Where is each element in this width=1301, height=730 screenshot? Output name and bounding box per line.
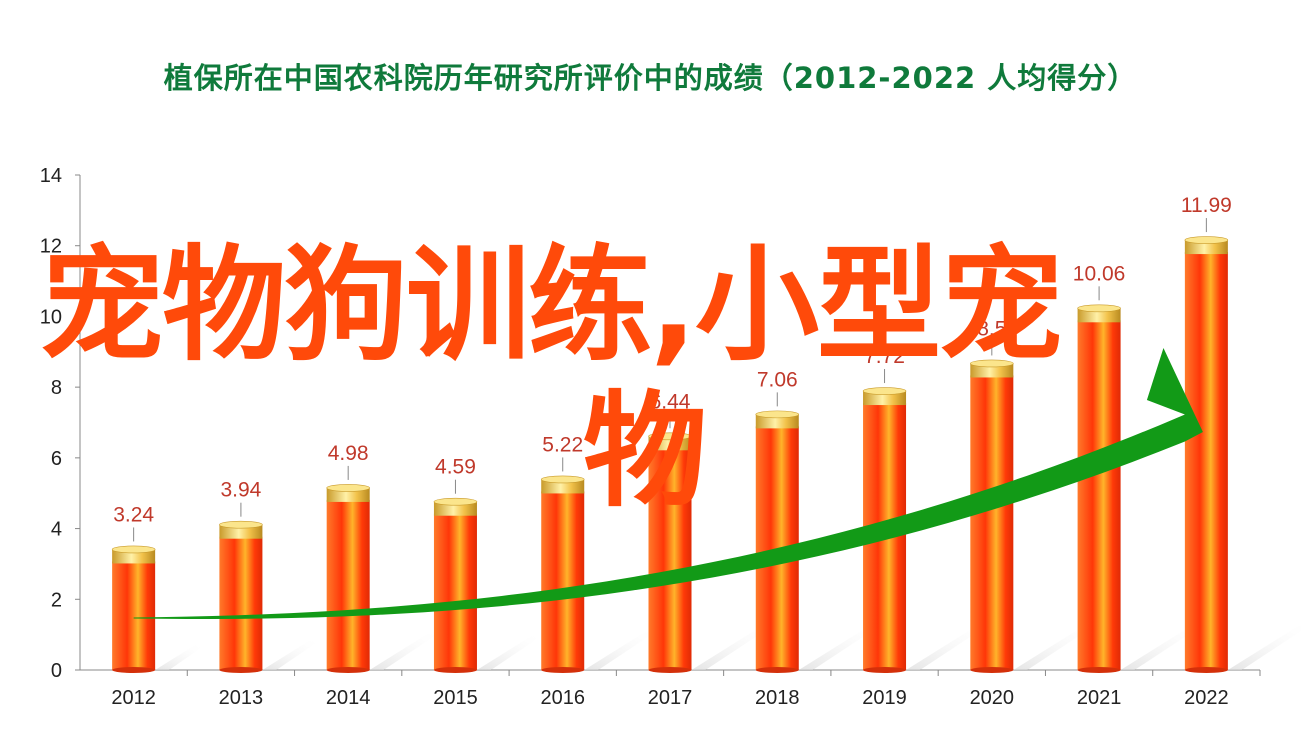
- bar-cap-top: [1184, 236, 1229, 244]
- bar-cap-top: [433, 497, 478, 506]
- overlay-text-line-2: 物: [583, 380, 708, 524]
- x-tick-label: 2012: [111, 687, 156, 709]
- bar-cap-top: [970, 359, 1014, 368]
- bar-2020: [970, 375, 1014, 670]
- x-tick-label: 2020: [970, 687, 1015, 709]
- bar-cap-top: [540, 475, 585, 484]
- value-label-2013: 3.94: [220, 479, 261, 502]
- bar-shadow: [155, 644, 206, 670]
- bar-cap: [541, 479, 585, 494]
- bar-shadow: [369, 631, 442, 670]
- value-label-2015: 4.59: [435, 456, 476, 479]
- tick-labels: 0 2 4 6 8 10 12 14 2012 2013 2014 2015 2016 2017 2018 2…: [40, 165, 1229, 709]
- bar-base: [541, 667, 585, 673]
- x-tick-label: 2022: [1184, 687, 1229, 709]
- y-tick-label: 2: [51, 589, 62, 611]
- bar-base: [1077, 667, 1121, 673]
- value-label-2014: 4.98: [328, 442, 369, 465]
- bar-2014: [326, 499, 370, 670]
- x-tick-label: 2019: [862, 687, 907, 709]
- bar-cap: [863, 391, 907, 406]
- bar-2021: [1077, 320, 1121, 670]
- bar-cap: [1184, 240, 1228, 255]
- bar-cap-top: [219, 520, 263, 529]
- bar-2013: [219, 536, 263, 670]
- value-labels: 3.24 3.94 4.98 4.59 5.22 6.44 7.06 7.72 8.5 10.06…: [113, 194, 1232, 542]
- chart-title: 植保所在中国农科院历年研究所评价中的成绩（2012-2022 人均得分）: [163, 61, 1138, 95]
- bar-base: [970, 667, 1014, 673]
- bar-base: [648, 667, 692, 673]
- x-tick-label: 2016: [540, 687, 585, 709]
- bar-cap-top: [326, 484, 370, 492]
- y-tick-label: 12: [40, 236, 62, 258]
- bar-shadow: [476, 634, 545, 670]
- bar-cap-top: [111, 545, 156, 554]
- bar-cap: [112, 549, 156, 564]
- value-label-2016: 5.22: [542, 433, 583, 456]
- bar-cap-top: [1077, 304, 1121, 313]
- value-label-2020: 8.5: [977, 317, 1006, 340]
- bars: [111, 236, 1229, 673]
- bar-cap: [433, 501, 477, 516]
- x-tick-label: 2015: [433, 687, 478, 709]
- y-tick-label: 0: [51, 660, 62, 682]
- value-label-2018: 7.06: [757, 368, 798, 391]
- value-label-2012: 3.24: [113, 503, 154, 526]
- bar-2022: [1184, 252, 1228, 670]
- bar-cap: [1077, 308, 1121, 323]
- bar-2015: [433, 513, 477, 670]
- bar-cap: [648, 436, 692, 451]
- x-tick-label: 2013: [219, 687, 264, 709]
- value-label-2021: 10.06: [1073, 262, 1126, 285]
- bar-base: [326, 667, 370, 673]
- x-tick-label: 2018: [755, 687, 800, 709]
- y-tick-label: 14: [40, 165, 62, 187]
- y-tick-label: 6: [51, 448, 62, 470]
- bar-cap: [326, 487, 370, 502]
- x-tick-label: 2021: [1077, 687, 1122, 709]
- bar-cap-top: [755, 410, 800, 419]
- bar-cap-top: [862, 387, 907, 395]
- value-label-2017: 6.44: [650, 390, 691, 413]
- x-tick-label: 2017: [648, 687, 693, 709]
- overlay-text-line-1: 宠物狗训练,小型宠: [40, 234, 1063, 378]
- bar-shadow: [1227, 624, 1301, 670]
- y-tick-label: 4: [51, 519, 62, 541]
- bar-base: [219, 667, 263, 673]
- value-label-2022: 11.99: [1181, 194, 1232, 217]
- bar-cap-top: [648, 432, 692, 441]
- value-label-2019: 7.72: [864, 345, 905, 368]
- bar-cap: [219, 524, 263, 539]
- bar-cap: [970, 363, 1014, 378]
- bar-base: [1184, 667, 1228, 673]
- bar-2017: [648, 448, 692, 670]
- bar-shadow: [262, 639, 322, 670]
- bar-base: [755, 667, 799, 673]
- x-tick-label: 2014: [326, 687, 371, 709]
- y-tick-label: 10: [40, 306, 62, 328]
- bar-base: [433, 667, 477, 673]
- y-tick-label: 8: [51, 377, 62, 399]
- bar-2016: [541, 491, 585, 670]
- bar-base: [863, 667, 907, 673]
- bar-shadow: [584, 629, 660, 670]
- bar-cap: [755, 414, 799, 429]
- bar-2012: [112, 561, 156, 670]
- bar-base: [112, 667, 156, 673]
